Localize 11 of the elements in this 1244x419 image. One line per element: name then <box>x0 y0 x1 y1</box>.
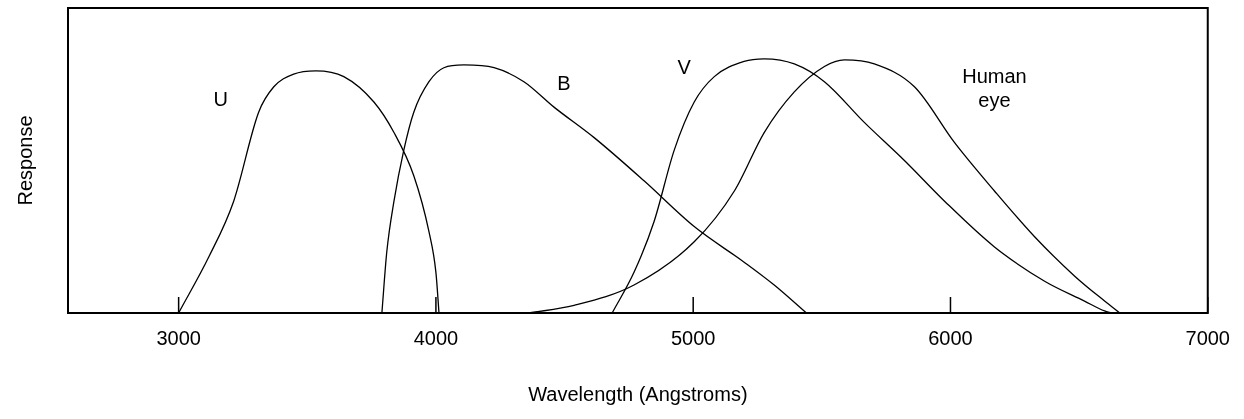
x-tick-label: 5000 <box>670 326 716 349</box>
x-tick-label: 3000 <box>156 326 201 349</box>
series-label: B <box>557 72 571 95</box>
x-tick-label: 7000 <box>1185 326 1230 349</box>
x-tick-label: 6000 <box>928 326 973 349</box>
x-axis-title: Wavelength (Angstroms) <box>528 382 748 405</box>
series-label: Human eye <box>962 65 1027 112</box>
y-axis-title: Response <box>13 115 36 206</box>
x-tick-label: 4000 <box>413 326 459 349</box>
series-label: U <box>213 88 228 111</box>
series-label: V <box>677 56 692 79</box>
